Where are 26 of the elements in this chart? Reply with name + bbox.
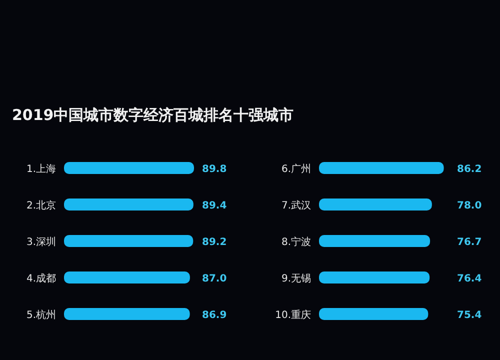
y-tick-label: 2.北京 — [26, 200, 56, 212]
data-label: 86.9 — [202, 310, 227, 321]
y-tick-label: 3.深圳 — [26, 236, 56, 248]
data-label: 75.4 — [457, 310, 482, 321]
y-tick-label: 9.无锡 — [281, 274, 311, 284]
data-label: 89.4 — [202, 200, 227, 212]
bar — [319, 272, 430, 284]
y-tick-label: 6.广州 — [281, 163, 311, 175]
y-tick-label: 10.重庆 — [275, 309, 311, 321]
y-tick-label: 1.上海 — [26, 163, 56, 175]
y-tick-label: 5.杭州 — [26, 309, 56, 321]
chart-title: 2019中国城市数字经济百城排名十强城市 — [12, 106, 294, 124]
data-label: 76.4 — [457, 274, 482, 284]
bar — [319, 235, 430, 247]
bar — [319, 308, 428, 320]
data-label: 76.7 — [457, 237, 482, 248]
y-tick-label: 4.成都 — [26, 272, 56, 284]
y-tick-label: 8.宁波 — [281, 236, 311, 248]
data-label: 78.0 — [457, 200, 482, 212]
bar — [319, 198, 432, 210]
data-label: 89.2 — [202, 237, 227, 248]
y-tick-label: 7.武汉 — [281, 200, 311, 212]
data-label: 87.0 — [202, 274, 227, 284]
bar — [319, 162, 444, 174]
data-label: 89.8 — [202, 164, 227, 175]
data-label: 86.2 — [457, 164, 482, 175]
